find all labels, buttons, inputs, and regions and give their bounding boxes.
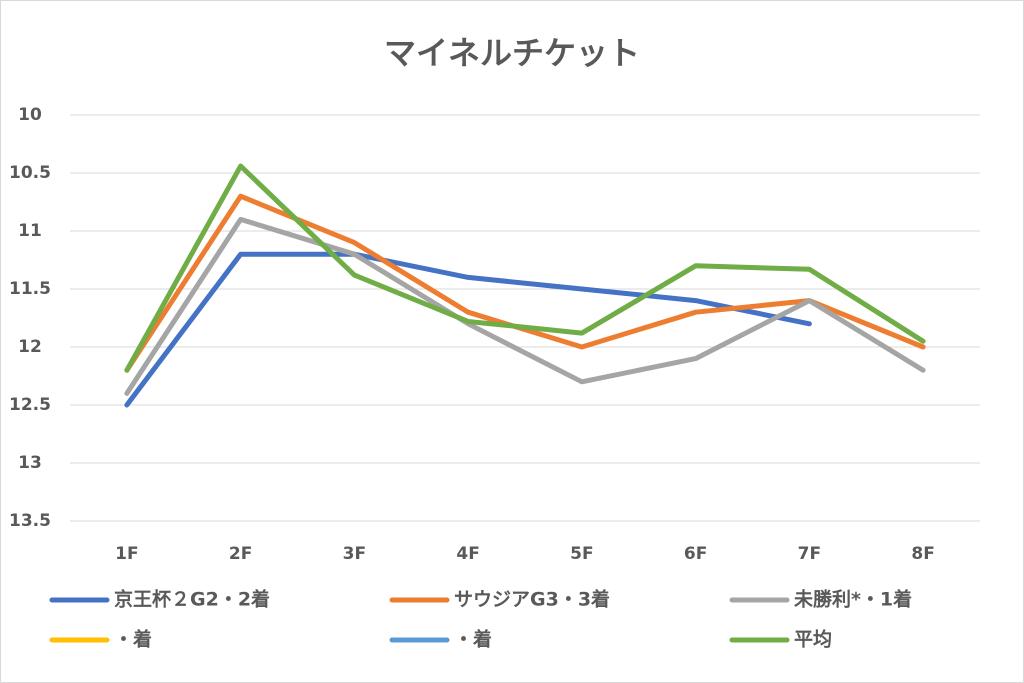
x-tick-label: 6F [684,544,707,564]
y-tick-label: 12.5 [9,395,51,415]
x-tick-label: 7F [798,544,821,564]
y-tick-label: 12 [18,337,42,357]
series-line [124,163,926,373]
legend-label: サウジアG3・3着 [454,588,610,611]
x-tick-label: 5F [570,544,593,564]
y-tick-label: 11.5 [9,279,51,299]
series-line [124,251,812,408]
legend-label: ・着 [454,628,492,651]
y-tick-label: 13.5 [9,511,51,531]
y-tick-label: 10 [18,105,42,125]
x-tick-label: 4F [456,544,479,564]
legend-label: 未勝利*・1着 [793,588,912,611]
x-tick-label: 3F [343,544,366,564]
legend-label: 平均 [794,628,832,651]
x-tick-label: 2F [229,544,252,564]
y-tick-label: 13 [18,453,42,473]
chart-title: マイネルチケット [384,34,640,72]
legend-label: ・着 [114,628,152,651]
x-tick-label: 1F [115,544,138,564]
series-line [124,216,926,396]
y-tick-label: 10.5 [9,163,51,183]
legend-label: 京王杯２G2・2着 [114,588,270,611]
x-tick-label: 8F [911,544,934,564]
y-tick-label: 11 [18,221,42,241]
